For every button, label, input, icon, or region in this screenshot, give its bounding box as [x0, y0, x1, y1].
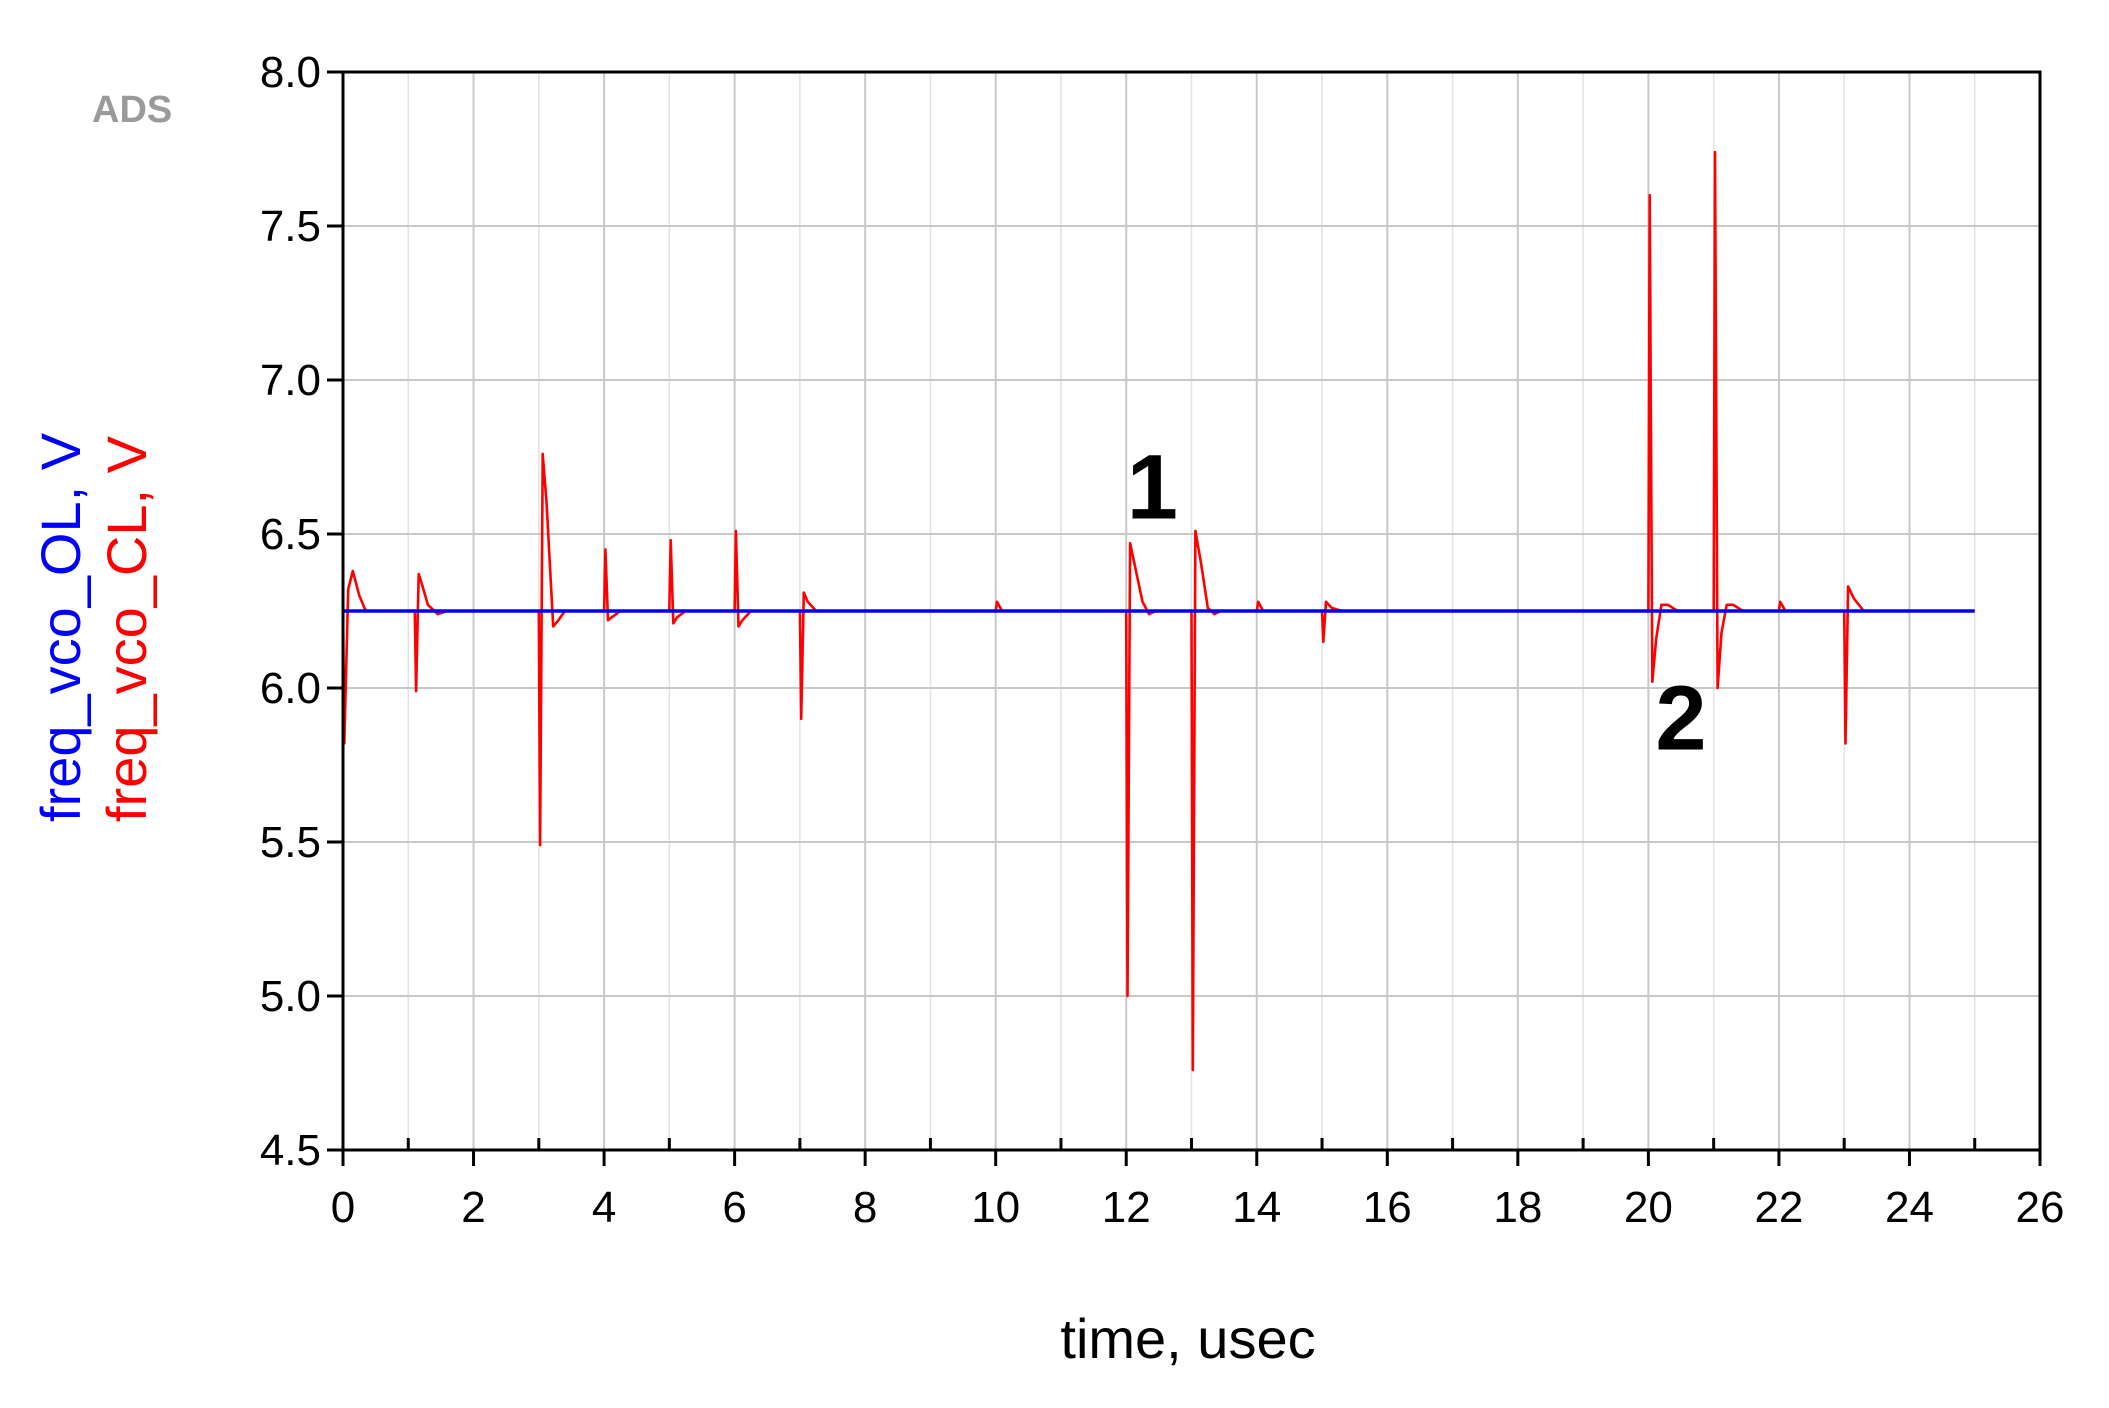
x-tick-label: 16: [1363, 1183, 1412, 1232]
y-axis-ticks: 4.5 5.0 5.5 6.0 6.5 7.0 7.5 8.0: [260, 48, 343, 1175]
minor-ticks: [406, 1138, 1977, 1150]
y-axis-label-series-1: freq_vco_OL, V: [29, 432, 92, 822]
y-tick-label: 5.5: [260, 818, 321, 867]
x-tick-label: 12: [1102, 1183, 1151, 1232]
x-axis-ticks: 0 2 4 6 8 10 12 14 16 18 20 22 24 26: [331, 1150, 2065, 1232]
x-axis-label: time, usec: [1060, 1307, 1315, 1370]
y-axis-label: freq_vco_OL, V: [29, 432, 92, 822]
y-tick-label: 6.5: [260, 510, 321, 559]
annotation-2: 2: [1655, 668, 1706, 770]
annotation-1: 1: [1127, 437, 1178, 539]
x-tick-label: 6: [722, 1183, 746, 1232]
y-tick-label: 8.0: [260, 48, 321, 97]
y-tick-label: 6.0: [260, 664, 321, 713]
annotations: 12: [1127, 437, 1707, 770]
watermark: ADS: [92, 89, 172, 131]
y-tick-label: 7.5: [260, 202, 321, 251]
x-tick-label: 14: [1232, 1183, 1281, 1232]
x-tick-label: 24: [1885, 1183, 1934, 1232]
plot-frame: [341, 70, 2042, 1152]
x-tick-label: 4: [592, 1183, 616, 1232]
x-tick-label: 20: [1624, 1183, 1673, 1232]
y-tick-label: 4.5: [260, 1126, 321, 1175]
x-tick-label: 18: [1493, 1183, 1542, 1232]
x-tick-label: 8: [853, 1183, 877, 1232]
x-tick-label: 0: [331, 1183, 355, 1232]
y-tick-label: 7.0: [260, 356, 321, 405]
x-tick-label: 2: [461, 1183, 485, 1232]
x-tick-label: 22: [1754, 1183, 1803, 1232]
series-layer: [341, 150, 1975, 1072]
y-tick-label: 5.0: [260, 972, 321, 1021]
x-tick-label: 26: [2016, 1183, 2065, 1232]
y-axis-label: freq_vco_CL, V: [95, 435, 158, 822]
y-axis-label-series-2: freq_vco_CL, V: [95, 435, 158, 822]
x-tick-label: 10: [971, 1183, 1020, 1232]
